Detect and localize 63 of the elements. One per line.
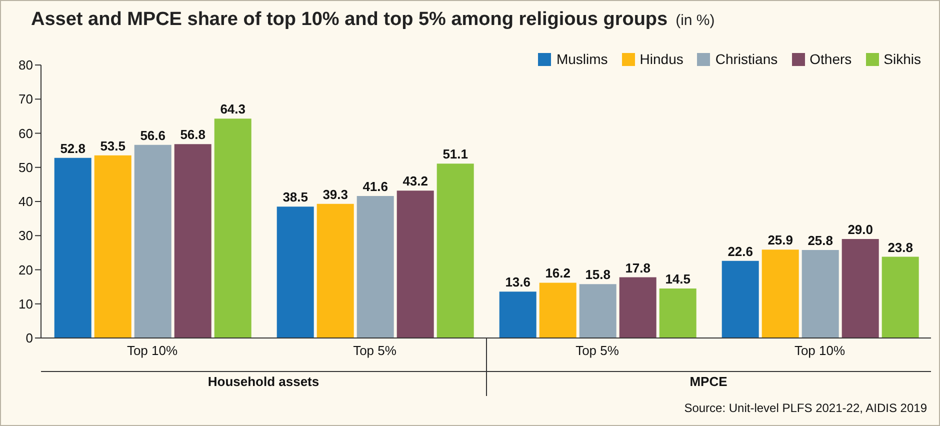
- y-tick-label: 40: [18, 194, 33, 210]
- y-tick-label: 70: [18, 92, 33, 107]
- data-label: 41.6: [362, 179, 388, 194]
- bar: [134, 144, 172, 338]
- bar: [174, 144, 212, 338]
- data-label: 52.8: [60, 140, 86, 156]
- bar: [356, 196, 394, 338]
- data-label: 13.6: [505, 274, 531, 290]
- legend-label: Muslims: [555, 51, 608, 67]
- x-tick-label: Top 10%: [126, 343, 178, 358]
- y-tick-label: 20: [18, 262, 33, 278]
- source-note: Source: Unit-level PLFS 2021-22, AIDIS 2019: [684, 401, 927, 415]
- bar: [499, 292, 536, 338]
- bar: [579, 284, 616, 338]
- data-label: 51.1: [442, 146, 468, 162]
- chart-title: Asset and MPCE share of top 10% and top 5% among religious groups: [31, 9, 668, 30]
- data-label: 56.6: [140, 128, 166, 143]
- data-label: 38.5: [282, 190, 308, 205]
- x-tick-label: Top 10%: [794, 343, 846, 358]
- data-label: 22.6: [728, 244, 754, 259]
- data-label: 15.8: [585, 267, 611, 282]
- bar: [276, 206, 314, 338]
- bar: [882, 256, 919, 338]
- bar: [54, 158, 92, 338]
- data-label: 39.3: [322, 186, 348, 202]
- data-label: 64.3: [220, 102, 246, 117]
- data-label: 25.8: [808, 232, 834, 248]
- data-label: 43.2: [402, 174, 428, 189]
- x-tick-label: Top 5%: [576, 343, 620, 358]
- data-label: 25.9: [768, 232, 794, 248]
- bar: [802, 250, 839, 338]
- bar: [659, 288, 696, 338]
- bar: [619, 277, 656, 338]
- y-tick-label: 0: [26, 330, 33, 346]
- y-tick-label: 30: [18, 228, 33, 244]
- data-label: 56.8: [180, 127, 206, 142]
- bar: [539, 282, 576, 338]
- bar: [722, 260, 759, 338]
- bar: [436, 164, 474, 338]
- y-tick-label: 60: [18, 126, 33, 141]
- data-label: 16.2: [545, 266, 571, 281]
- bar: [842, 239, 879, 338]
- bar: [316, 204, 354, 338]
- y-tick-label: 10: [18, 296, 33, 312]
- x-tick-label: Top 5%: [353, 343, 397, 358]
- text: MPCE: [688, 374, 728, 389]
- legend-label: Christians: [714, 51, 778, 67]
- bar: [396, 190, 434, 338]
- data-label: 14.5: [665, 272, 691, 287]
- y-tick-label: 80: [18, 58, 33, 73]
- data-label: 29.0: [848, 222, 874, 238]
- y-tick-label: 50: [18, 160, 33, 175]
- bar: [762, 250, 799, 338]
- legend-label: Sikhis: [882, 51, 921, 67]
- chart-subtitle: (in %): [676, 12, 715, 29]
- text: Household assets: [206, 374, 320, 389]
- bar: [214, 118, 252, 338]
- legend-label: Others: [808, 51, 852, 67]
- data-label: 23.8: [888, 240, 914, 255]
- data-label: 17.8: [625, 260, 651, 276]
- data-label: 53.5: [100, 138, 126, 154]
- legend-label: Hindus: [638, 51, 684, 67]
- bar: [94, 155, 132, 338]
